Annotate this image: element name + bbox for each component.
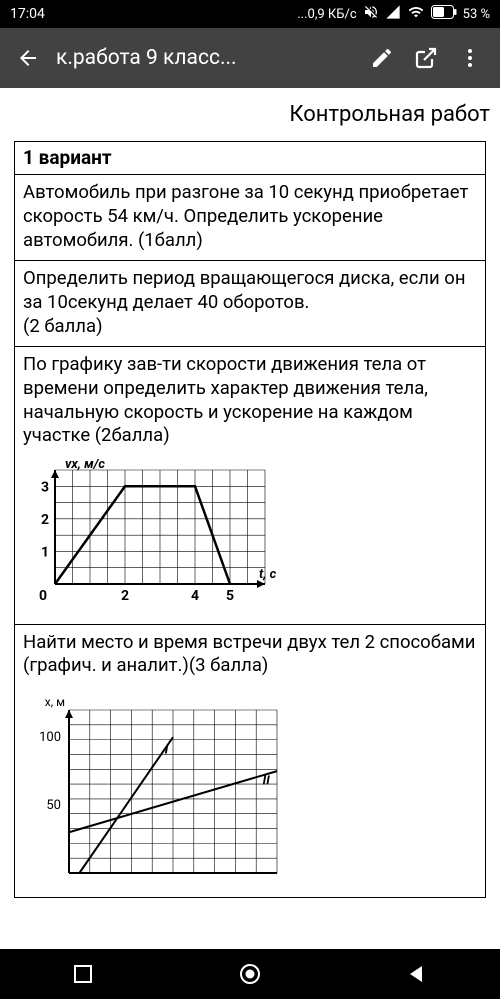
status-time: 17:04 — [10, 6, 297, 22]
wifi-icon — [407, 4, 425, 24]
back-button[interactable] — [8, 46, 48, 70]
battery-icon — [431, 5, 457, 23]
variant-header: 1 вариант — [15, 142, 485, 175]
chart-1: 1 2 3 0 2 4 5 vx, м/с t, с — [23, 454, 477, 616]
status-battery-pct: 53 % — [463, 7, 490, 22]
status-data-rate: ...0,9 КБ/с — [297, 7, 356, 22]
mute-icon — [363, 4, 379, 24]
svg-text:4: 4 — [191, 588, 199, 604]
task-3: По графику зав-ти скорости движения тела… — [15, 347, 485, 624]
nav-recent-button[interactable] — [70, 961, 96, 987]
document-viewport[interactable]: Контрольная работ 1 вариант Автомобиль п… — [0, 88, 500, 949]
task-1: Автомобиль при разгоне за 10 секунд прио… — [15, 175, 485, 261]
doc-partial-header: Контрольная работ — [0, 88, 500, 141]
svg-text:I: I — [165, 743, 169, 758]
status-bar: 17:04 ...0,9 КБ/с 53 % — [0, 0, 500, 28]
svg-text:0: 0 — [39, 588, 47, 604]
svg-text:3: 3 — [41, 479, 49, 495]
svg-text:t, с: t, с — [259, 567, 277, 582]
task-4-text: Найти место и время встречи двух тел 2 с… — [23, 631, 477, 678]
signal-icon — [385, 4, 401, 24]
open-external-button[interactable] — [404, 46, 448, 70]
chart-2: 50100x, мIII — [23, 692, 477, 889]
status-right: ...0,9 КБ/с 53 % — [297, 4, 490, 24]
nav-home-button[interactable] — [237, 961, 263, 987]
appbar-title: к.работа 9 класс... — [48, 46, 360, 70]
task-2: Определить период вращающегося диска, ес… — [15, 261, 485, 347]
svg-text:vx, м/с: vx, м/с — [65, 457, 105, 472]
android-nav-bar — [0, 949, 500, 999]
svg-text:2: 2 — [121, 588, 129, 604]
task-3-text: По графику зав-ти скорости движения тела… — [23, 353, 477, 448]
more-button[interactable] — [448, 46, 492, 70]
svg-text:x, м: x, м — [45, 695, 65, 709]
app-bar: к.работа 9 класс... — [0, 28, 500, 88]
task-4: Найти место и время встречи двух тел 2 с… — [15, 625, 485, 897]
svg-text:1: 1 — [41, 544, 49, 560]
svg-text:100: 100 — [39, 730, 61, 745]
svg-text:2: 2 — [41, 512, 49, 528]
svg-text:5: 5 — [226, 588, 234, 604]
svg-text:50: 50 — [46, 798, 61, 813]
worksheet-table: 1 вариант Автомобиль при разгоне за 10 с… — [14, 141, 486, 898]
edit-button[interactable] — [360, 46, 404, 70]
svg-text:II: II — [262, 774, 270, 789]
nav-back-button[interactable] — [404, 961, 430, 987]
